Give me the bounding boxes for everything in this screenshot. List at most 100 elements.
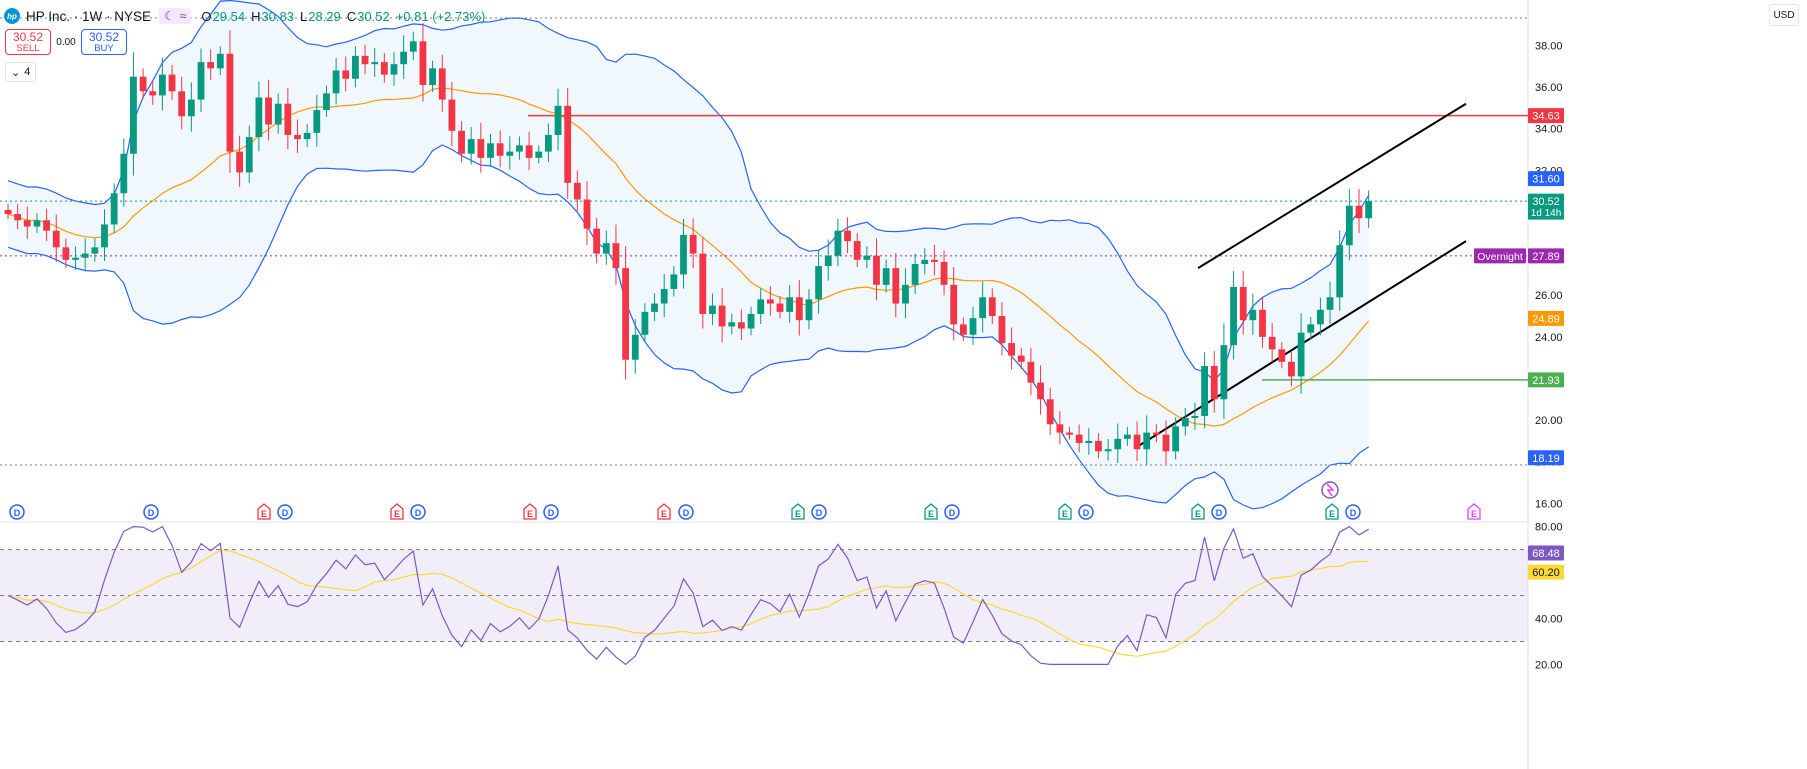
price-label-text: 21.93 (1532, 375, 1560, 387)
candle (689, 234, 697, 254)
earnings-icon (523, 503, 537, 520)
earnings-letter: E (1329, 509, 1335, 519)
candle (882, 268, 890, 285)
candle (1201, 365, 1208, 416)
dividend-icon (1078, 504, 1094, 520)
candle (72, 257, 79, 260)
price-label-bg (1528, 193, 1564, 220)
bollinger-lower-line (7, 144, 1370, 510)
currency-button[interactable]: USD (1769, 4, 1799, 26)
earnings-icon (791, 503, 805, 520)
dividend-letter: D (548, 508, 555, 518)
price-label-text: 27.89 (1532, 251, 1560, 263)
candle (545, 134, 552, 152)
candle (1249, 309, 1257, 321)
candle (516, 145, 523, 152)
candle (564, 105, 572, 183)
candle (786, 297, 794, 312)
rsi-tick-label: 20.00 (1535, 659, 1563, 671)
candle (680, 234, 687, 275)
earnings-letter: E (661, 509, 667, 519)
candle (207, 62, 215, 69)
candle (776, 303, 784, 312)
buy-price: 30.52 (88, 30, 120, 44)
candle (1017, 355, 1025, 362)
candle (458, 130, 465, 154)
candle (525, 145, 533, 158)
candle (187, 99, 195, 117)
candle (931, 259, 938, 262)
sell-button[interactable]: 30.52 SELL (5, 29, 51, 55)
candle (1307, 324, 1315, 333)
candle (1124, 434, 1131, 439)
candle (506, 151, 514, 156)
earnings-icon (657, 503, 671, 520)
candle (130, 76, 137, 154)
price-tick-label: 34.00 (1535, 124, 1563, 136)
candle (216, 53, 224, 69)
candle (149, 91, 157, 96)
earnings-icon (924, 503, 938, 520)
price-change: +0.81 (+2.73%) (395, 8, 486, 24)
rsi-label-text: 60.20 (1532, 567, 1560, 579)
trend-channel-upper (1197, 102, 1467, 270)
candle (1336, 245, 1344, 298)
candle (467, 139, 475, 154)
dividend-letter: D (949, 508, 956, 518)
buy-button[interactable]: 30.52 BUY (81, 29, 127, 55)
price-label-text: 30.52 (1532, 196, 1560, 208)
candle (400, 51, 408, 65)
price-label-bg (1528, 248, 1564, 264)
candle (438, 68, 446, 100)
sell-label: SELL (16, 43, 40, 54)
indicators-toggle-button[interactable]: ⌄ 4 (5, 62, 37, 82)
candle (805, 299, 813, 321)
price-label-bg (1528, 171, 1564, 187)
market-status-badge[interactable]: ☾ ≈ (159, 8, 192, 24)
candle (998, 316, 1006, 344)
price-label-text: 24.89 (1532, 313, 1560, 325)
candle (1259, 309, 1266, 337)
candle (573, 182, 581, 200)
candle (1172, 426, 1180, 452)
earnings-letter: E (928, 509, 934, 519)
candle (429, 68, 436, 86)
earnings-icon (1191, 503, 1205, 520)
candle (23, 220, 31, 227)
dividend-icon (277, 504, 293, 520)
candle (352, 55, 359, 79)
candle (178, 91, 186, 117)
earnings-icon (1325, 503, 1339, 520)
overnight-tag-text: Overnight (1477, 251, 1523, 263)
rsi-label-text: 68.48 (1532, 548, 1560, 560)
price-label-bg (1528, 372, 1564, 388)
price-tick-label: 38.00 (1535, 40, 1563, 52)
candle (728, 322, 736, 327)
candle (245, 137, 253, 173)
candle (1037, 382, 1044, 400)
dividend-icon (543, 504, 559, 520)
candle (1143, 432, 1151, 450)
earnings-letter: E (795, 509, 801, 519)
candle (873, 255, 880, 285)
candle (602, 243, 610, 254)
candle (766, 299, 774, 304)
candle (554, 105, 562, 135)
candle (651, 303, 658, 312)
candle (1326, 297, 1334, 310)
candle (593, 228, 601, 254)
dividend-icon (9, 504, 25, 520)
candle (1104, 449, 1112, 452)
candle (622, 268, 629, 360)
dividend-letter: D (1350, 508, 1357, 518)
candle (265, 97, 272, 125)
candle (1181, 418, 1189, 427)
dividend-letter: D (148, 508, 155, 518)
moon-icon: ☾ (164, 9, 175, 23)
symbol-title[interactable]: HP Inc. · 1W · NYSE (26, 8, 152, 24)
candle (332, 70, 340, 94)
candle (1288, 361, 1295, 377)
lightning-icon (1326, 483, 1335, 497)
candle (139, 76, 147, 92)
